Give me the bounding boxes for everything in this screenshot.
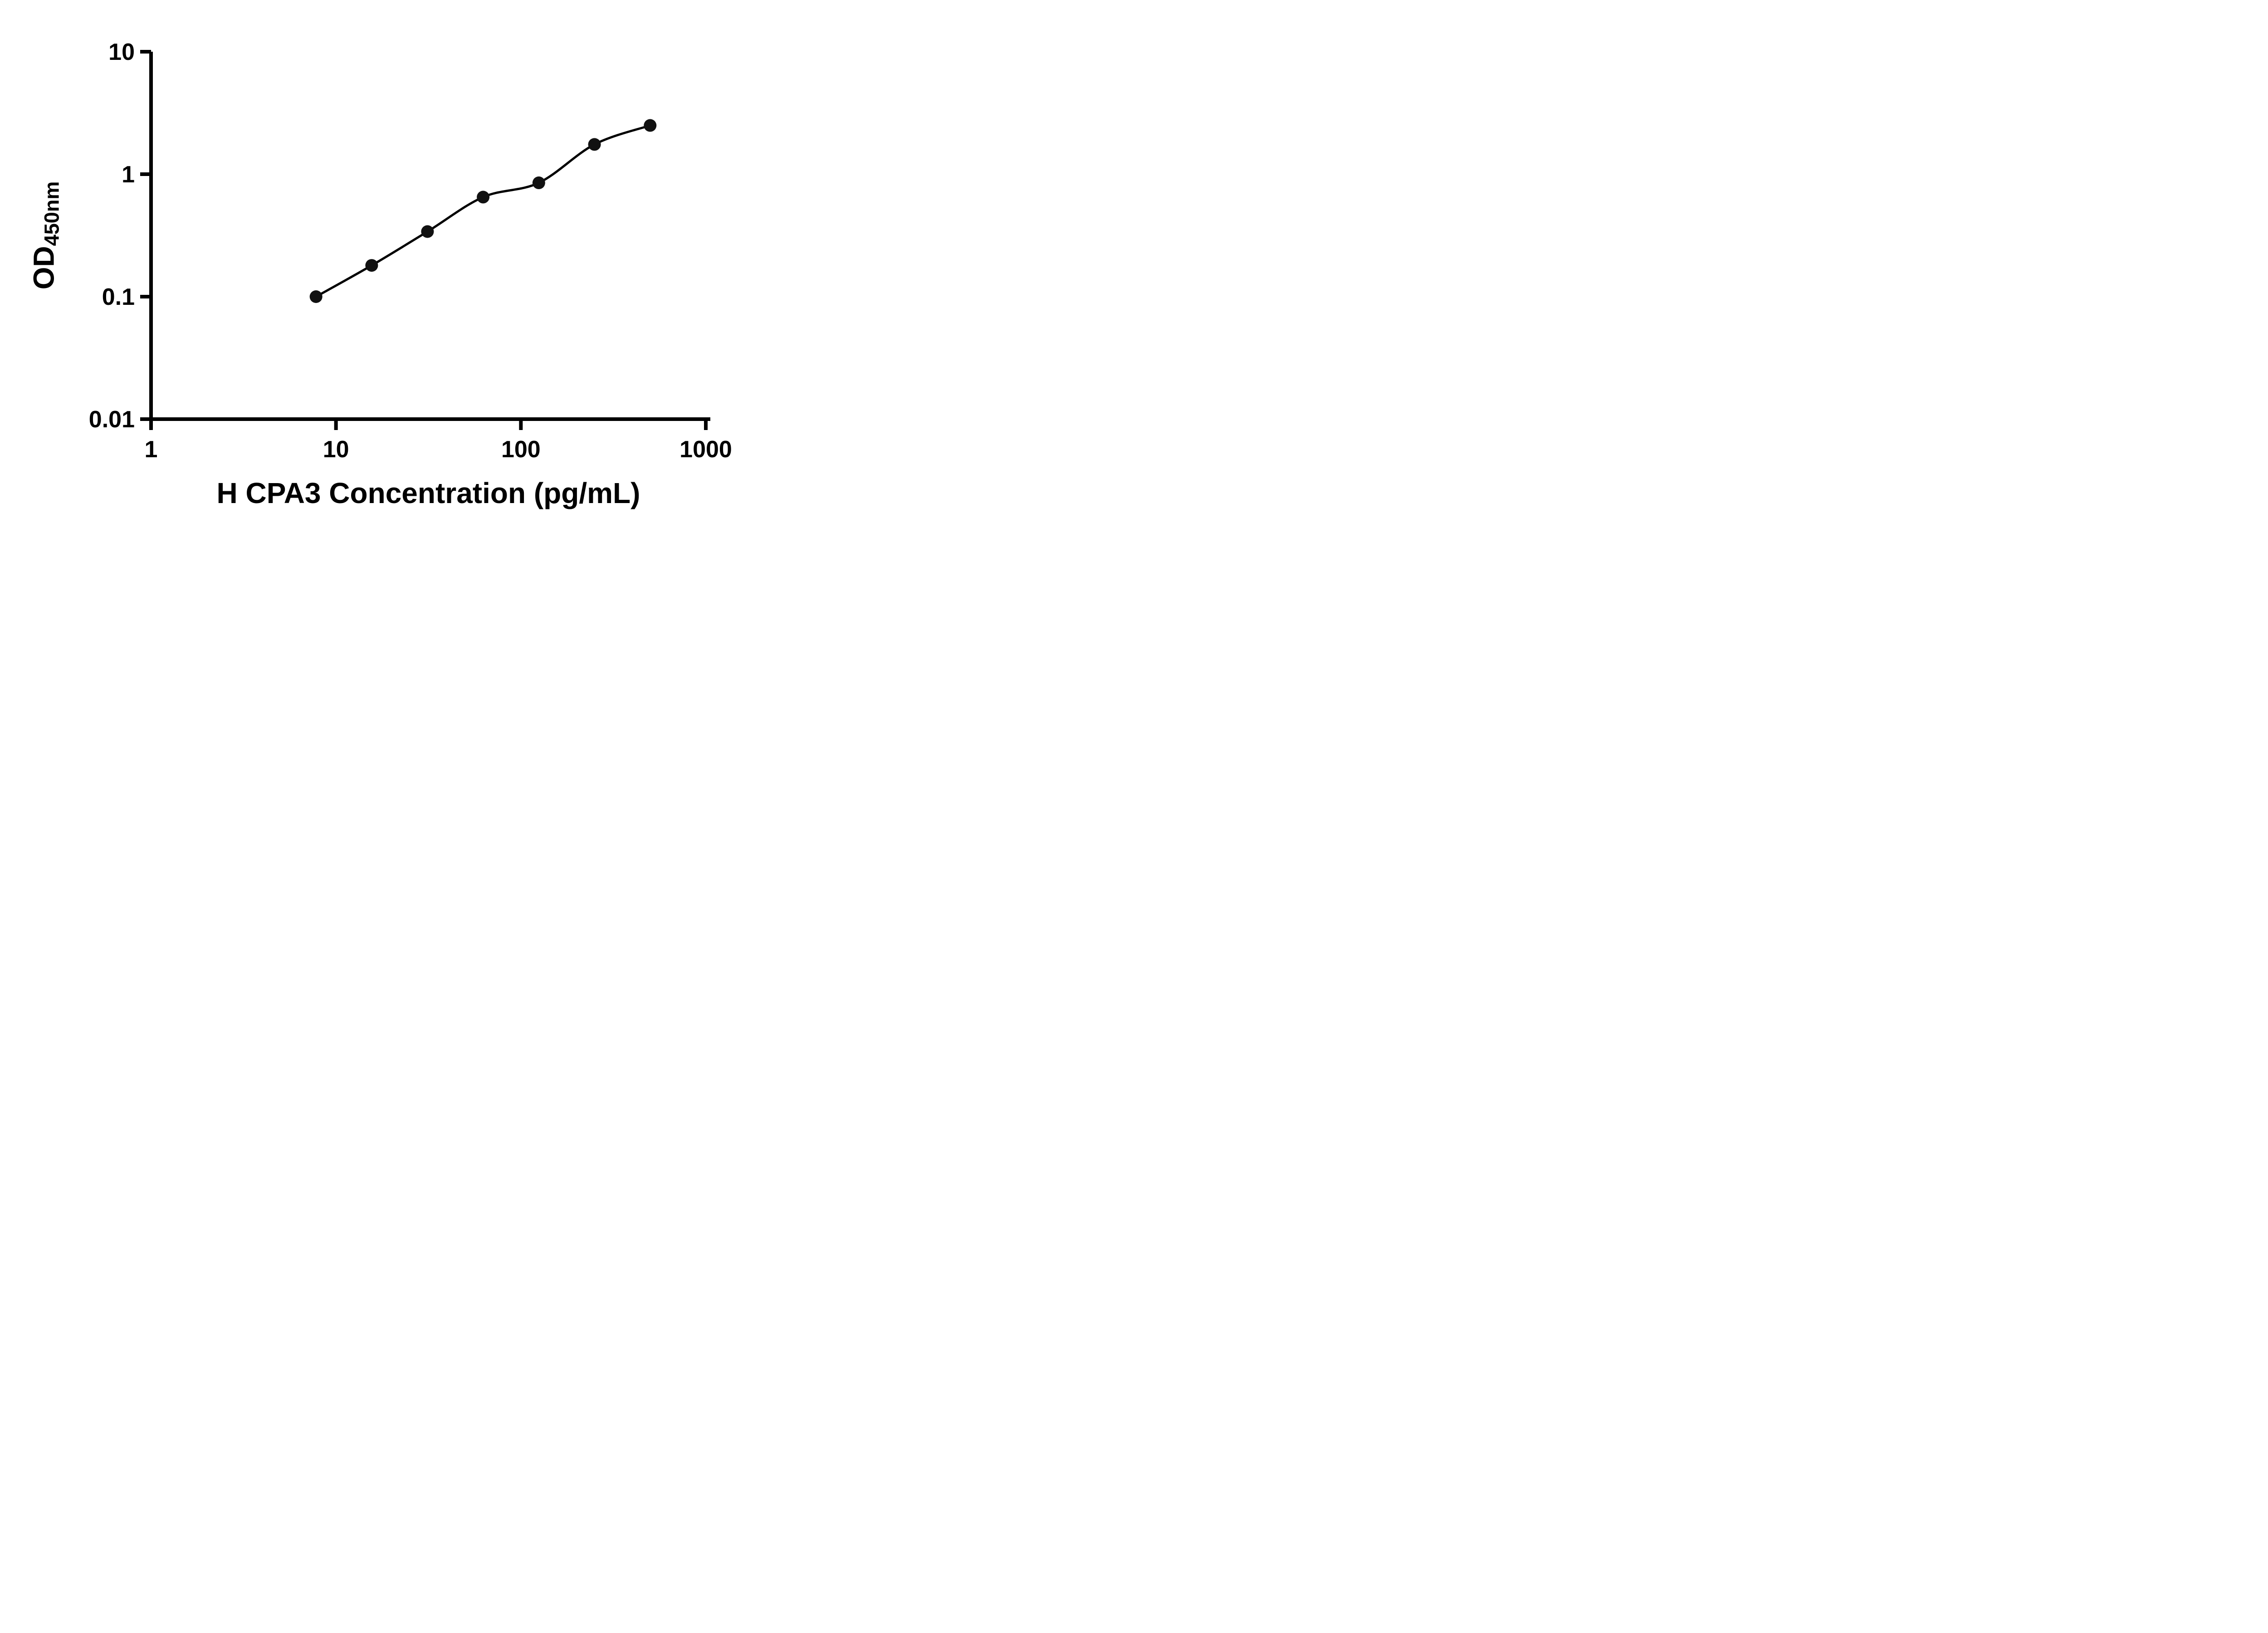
data-point-marker — [477, 191, 490, 204]
y-axis-title-sub: 450nm — [40, 181, 64, 246]
y-tick-label: 0.1 — [102, 284, 135, 310]
y-axis-title: OD450nm — [27, 181, 64, 290]
x-tick-label: 1000 — [679, 436, 732, 463]
data-point-marker — [421, 225, 434, 238]
data-point-marker — [588, 138, 601, 151]
chart-canvas: 1 10 100 1000 10 1 0.1 0.01 — [89, 39, 732, 463]
standard-curve-line — [315, 124, 651, 298]
figure-page: 1 10 100 1000 10 1 0.1 0.01 OD450nm H CPA3 Conc… — [0, 0, 777, 544]
x-tick-label: 1 — [145, 436, 158, 463]
data-point-marker — [644, 119, 657, 132]
y-tick-label: 10 — [108, 39, 135, 65]
data-point-marker — [365, 259, 378, 272]
elisa-standard-curve-chart: 1 10 100 1000 10 1 0.1 0.01 OD450nm H CPA3 Conc… — [0, 0, 777, 544]
data-point-marker — [532, 176, 545, 190]
x-axis-title: H CPA3 Concentration (pg/mL) — [216, 477, 640, 509]
y-tick-label: 0.01 — [89, 406, 135, 433]
x-tick-label: 10 — [323, 436, 349, 463]
y-axis-title-main: OD — [27, 246, 60, 290]
y-tick-label: 1 — [122, 161, 135, 188]
data-point-marker — [309, 290, 323, 303]
x-tick-label: 100 — [501, 436, 541, 463]
